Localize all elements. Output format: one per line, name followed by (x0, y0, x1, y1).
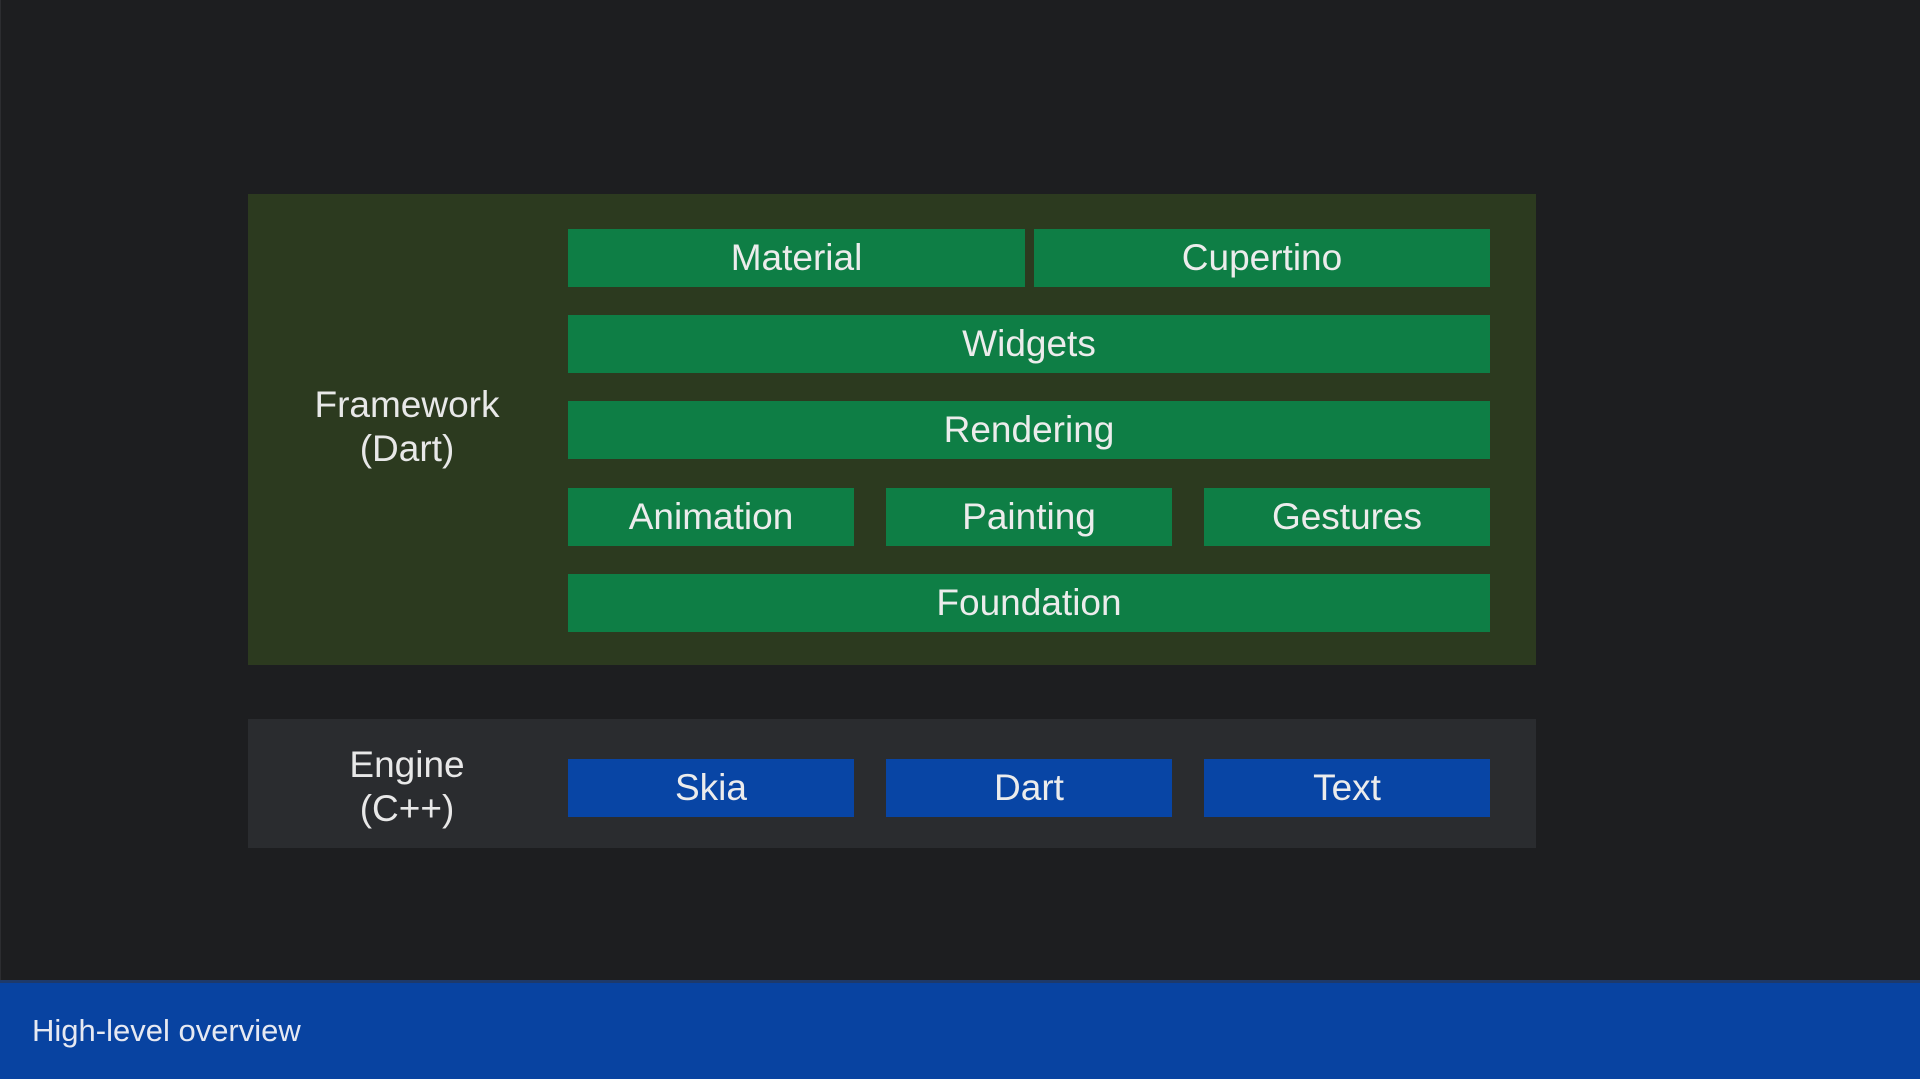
cupertino-block: Cupertino (1034, 229, 1490, 287)
framework-label-language: (Dart) (359, 428, 455, 469)
framework-label-name: Framework (314, 384, 500, 425)
gestures-block: Gestures (1204, 488, 1490, 546)
engine-label-name: Engine (349, 744, 465, 785)
left-edge-line (0, 0, 1, 980)
text-block: Text (1204, 759, 1490, 817)
material-block: Material (568, 229, 1025, 287)
footer-title: High-level overview (32, 1013, 301, 1048)
footer-bar: High-level overview (0, 980, 1920, 1079)
widgets-block: Widgets (568, 315, 1490, 373)
engine-label-language: (C++) (359, 788, 455, 829)
painting-block: Painting (886, 488, 1172, 546)
engine-layer-label: Engine (C++) (248, 743, 566, 831)
animation-block: Animation (568, 488, 854, 546)
skia-block: Skia (568, 759, 854, 817)
framework-layer-label: Framework (Dart) (248, 383, 566, 471)
foundation-block: Foundation (568, 574, 1490, 632)
dart-block: Dart (886, 759, 1172, 817)
rendering-block: Rendering (568, 401, 1490, 459)
